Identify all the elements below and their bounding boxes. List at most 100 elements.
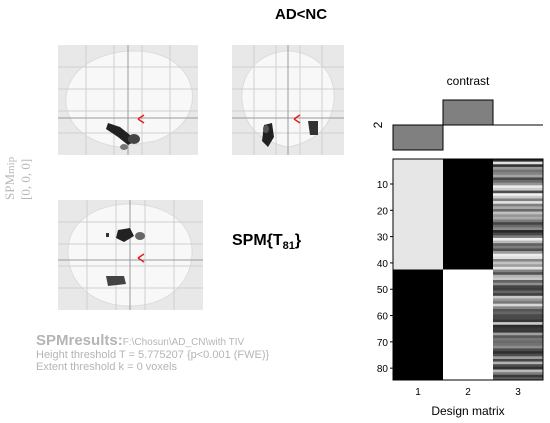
- design-matrix-col3-row: [493, 306, 543, 310]
- design-matrix-col3-row: [493, 243, 543, 247]
- design-matrix-col3-row: [493, 180, 543, 183]
- design-matrix-col3-row: [493, 169, 543, 173]
- spm-mip-label: SPMmip [0, 0, 0]: [2, 90, 33, 200]
- ytick-label: 70: [377, 338, 389, 349]
- statistic-label: SPM{T81}: [232, 232, 301, 252]
- design-matrix-col3-row: [493, 330, 543, 333]
- design-matrix-col3-row: [493, 282, 543, 286]
- design-matrix-col3-row: [493, 248, 543, 252]
- degrees-of-freedom: 81: [282, 240, 295, 253]
- extent-threshold: Extent threshold k = 0 voxels: [36, 361, 177, 373]
- design-matrix-col3-row: [493, 174, 543, 178]
- design-matrix-col3-row: [493, 374, 543, 378]
- xtick-label: 1: [415, 387, 421, 398]
- glass-brain-axial-svg: [58, 200, 203, 310]
- cursor-marker-axial: [137, 253, 145, 263]
- glass-brain-sagittal-svg: [58, 45, 198, 155]
- xtick-label: 3: [515, 387, 521, 398]
- design-matrix-col3-row: [493, 256, 543, 260]
- design-matrix-col3-row: [493, 264, 543, 268]
- design-matrix-col3-row: [493, 159, 543, 162]
- height-threshold: Height threshold T = 5.775207 {p<0.001 (…: [36, 349, 270, 361]
- design-matrix-col3-row: [493, 303, 543, 307]
- design-matrix-col3-row: [493, 343, 543, 347]
- design-matrix-col3-row: [493, 277, 543, 281]
- glass-brain-coronal[interactable]: [232, 45, 344, 155]
- design-matrix-frame: [392, 158, 544, 381]
- glass-brain-sagittal[interactable]: [58, 45, 198, 155]
- design-matrix-col3-row: [493, 190, 543, 194]
- design-matrix-col3-row: [493, 187, 543, 191]
- design-matrix-col3-row: [493, 240, 543, 244]
- design-matrix-col3-row: [493, 201, 543, 205]
- design-matrix-col3-row: [493, 245, 543, 249]
- design-matrix-col3-row: [493, 227, 543, 231]
- design-matrix-col3-row: [493, 251, 543, 255]
- glass-brain-coronal-svg: [232, 45, 344, 155]
- design-matrix-col3-row: [493, 314, 543, 318]
- ytick-label: 20: [377, 206, 389, 217]
- glass-brain-axial[interactable]: [58, 200, 203, 310]
- design-matrix-col3-row: [493, 366, 543, 370]
- design-matrix-col3-row: [493, 369, 543, 373]
- design-matrix-col3-row: [493, 274, 543, 278]
- design-matrix-col3-row: [493, 285, 543, 289]
- design-matrix-yticks: 10 20 30 40 50 60 70 80: [377, 180, 393, 375]
- design-matrix-col3-row: [493, 232, 543, 236]
- cursor-marker-sagittal: [137, 114, 145, 124]
- ytick-label: 80: [377, 364, 389, 375]
- design-matrix-col3-row: [493, 237, 543, 241]
- spm-label: SPM: [2, 173, 17, 200]
- statistic-prefix: SPM{T: [232, 232, 283, 249]
- design-matrix-col3-row: [493, 311, 543, 315]
- design-matrix-col3-row: [493, 166, 543, 170]
- design-matrix-col3-row: [493, 203, 543, 207]
- design-matrix-col3-row: [493, 293, 543, 297]
- design-matrix-col3-row: [493, 261, 543, 265]
- design-matrix-col3-row: [493, 377, 543, 381]
- design-matrix-cells[interactable]: [393, 159, 543, 381]
- design-matrix-col3-row: [493, 208, 543, 212]
- design-matrix-col3-row: [493, 272, 543, 276]
- design-matrix-col3-row: [493, 161, 543, 165]
- design-matrix-col3-row: [493, 258, 543, 262]
- design-matrix-col3-row: [493, 172, 543, 176]
- design-matrix-xticks: 1 2 3: [415, 387, 521, 398]
- design-matrix-col3-row: [493, 280, 543, 283]
- ytick-label: 60: [377, 312, 389, 323]
- contrast-bars: [392, 99, 494, 151]
- design-matrix-col3-row: [493, 319, 543, 323]
- statistic-suffix: }: [294, 232, 302, 249]
- design-matrix-col3-row: [493, 269, 543, 273]
- contrast-label: contrast: [447, 75, 490, 88]
- design-matrix-col3-row: [493, 195, 543, 199]
- design-matrix-col3-row: [493, 337, 543, 341]
- design-matrix-col3-row: [493, 340, 543, 344]
- design-matrix-col3-row: [493, 301, 543, 305]
- design-matrix-col3-row: [493, 308, 543, 312]
- design-matrix-col2-group1: [443, 159, 493, 270]
- design-matrix-col1-group1: [393, 159, 443, 270]
- contrast-ylabel: 2: [371, 121, 385, 128]
- design-matrix-col3-row: [493, 198, 543, 202]
- design-matrix-col3-row: [493, 253, 543, 257]
- design-matrix-col3-row: [493, 351, 543, 354]
- ytick-label: 30: [377, 233, 389, 244]
- xtick-label: 2: [465, 387, 471, 398]
- results-heading: SPMresults:: [36, 332, 123, 349]
- design-matrix-col3-row: [493, 353, 543, 357]
- design-matrix-col3-row: [493, 295, 543, 299]
- design-matrix-col3-row: [493, 211, 543, 215]
- design-matrix-col3-row: [493, 372, 543, 376]
- mip-label: mip: [5, 156, 17, 174]
- design-matrix-col3-row: [493, 185, 543, 189]
- design-panel: contrast 2 10 20 30 40 50 60 70 80 1 2 3 Design m…: [371, 75, 544, 418]
- design-matrix-col3-row: [493, 164, 543, 168]
- design-matrix-col1-group2: [393, 269, 443, 380]
- design-matrix-col3-row: [493, 287, 543, 291]
- contrast-title: AD<NC: [275, 6, 328, 23]
- design-matrix-col3-row: [493, 222, 543, 226]
- design-matrix-xlabel: Design matrix: [431, 404, 504, 418]
- design-matrix-col3-row: [493, 335, 543, 339]
- design-matrix-col3-row: [493, 206, 543, 210]
